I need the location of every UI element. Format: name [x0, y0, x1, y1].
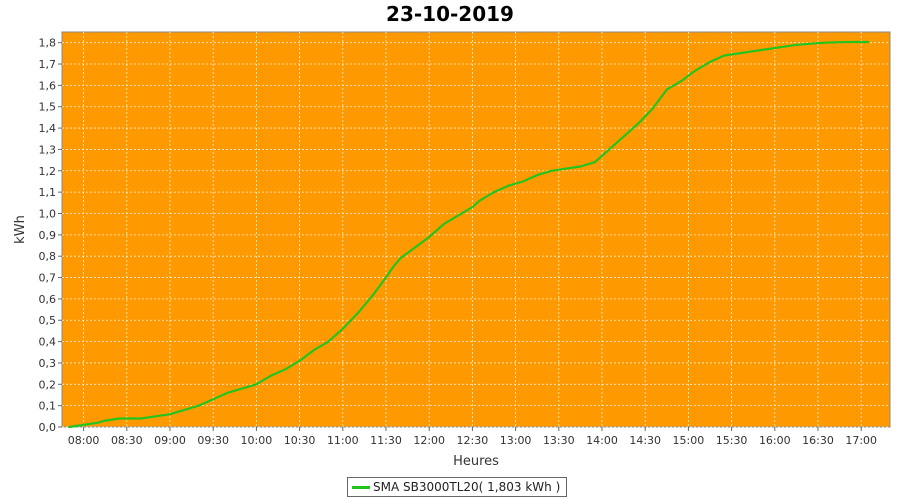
y-tick-label: 1,1 — [39, 186, 57, 199]
x-tick-label: 15:30 — [716, 434, 748, 447]
x-tick-label: 17:00 — [845, 434, 877, 447]
y-tick-label: 1,5 — [39, 101, 57, 114]
x-tick-label: 09:00 — [154, 434, 186, 447]
x-tick-label: 10:00 — [241, 434, 273, 447]
x-tick-label: 11:30 — [370, 434, 402, 447]
x-axis: 08:00 08:30 09:00 09:30 10:00 10:30 11:00 11:30… — [68, 427, 877, 447]
plot-area — [61, 31, 891, 428]
grid-lines — [62, 32, 890, 428]
y-tick-label: 1,6 — [39, 79, 57, 92]
y-tick-label: 1,0 — [39, 207, 57, 220]
y-tick-label: 1,8 — [39, 37, 57, 50]
y-tick-label: 0,6 — [39, 293, 57, 306]
y-tick-label: 0,8 — [39, 250, 57, 263]
x-tick-label: 12:30 — [457, 434, 489, 447]
y-tick-label: 1,7 — [39, 58, 57, 71]
chart-title: 23-10-2019 — [386, 2, 514, 26]
legend: SMA SB3000TL20( 1,803 kWh ) — [347, 477, 568, 497]
y-tick-label: 0,7 — [39, 272, 57, 285]
y-tick-label: 0,0 — [39, 421, 57, 434]
y-tick-label: 0,4 — [39, 336, 57, 349]
x-tick-label: 16:00 — [759, 434, 791, 447]
y-tick-label: 0,1 — [39, 400, 57, 413]
x-tick-label: 08:00 — [68, 434, 100, 447]
y-tick-label: 0,2 — [39, 378, 57, 391]
y-tick-label: 0,5 — [39, 314, 57, 327]
x-tick-label: 11:00 — [327, 434, 359, 447]
x-tick-label: 08:30 — [111, 434, 143, 447]
y-tick-label: 0,9 — [39, 229, 57, 242]
legend-label: SMA SB3000TL20( 1,803 kWh ) — [373, 480, 561, 494]
y-tick-label: 1,4 — [39, 122, 57, 135]
x-tick-label: 15:00 — [673, 434, 705, 447]
y-axis: 0,0 0,1 0,2 0,3 0,4 0,5 0,6 0,7 0,8 0,9 1,0 1,1 1,2 1… — [39, 37, 62, 434]
x-tick-label: 10:30 — [284, 434, 316, 447]
x-tick-label: 14:00 — [586, 434, 618, 447]
y-tick-label: 0,3 — [39, 357, 57, 370]
x-tick-label: 13:30 — [543, 434, 575, 447]
x-tick-label: 13:00 — [500, 434, 532, 447]
x-tick-label: 16:30 — [802, 434, 834, 447]
legend-swatch — [352, 485, 370, 489]
x-tick-label: 12:00 — [413, 434, 445, 447]
x-tick-label: 14:30 — [629, 434, 661, 447]
x-axis-label: Heures — [453, 454, 499, 469]
series-line — [68, 40, 870, 429]
series-group — [68, 40, 870, 429]
y-axis-label: kWh — [13, 215, 28, 244]
y-tick-label: 1,3 — [39, 143, 57, 156]
x-tick-label: 09:30 — [197, 434, 229, 447]
y-tick-label: 1,2 — [39, 165, 57, 178]
